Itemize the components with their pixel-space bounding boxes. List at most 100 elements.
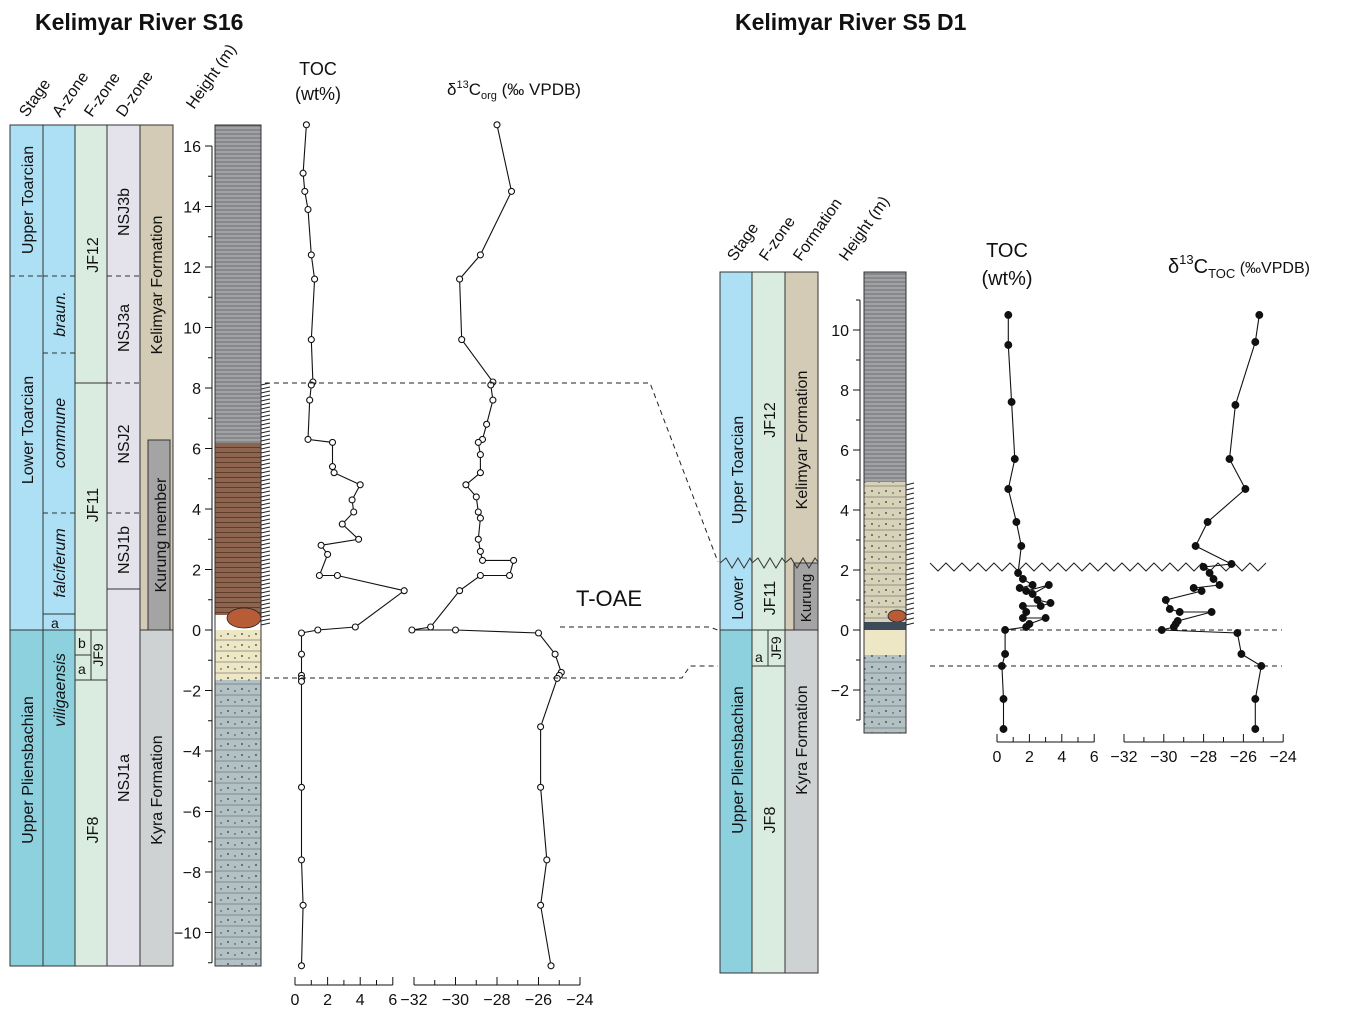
s16-azone-column: braun. commune falciferum a viligaensis	[42, 124, 76, 967]
s16-stage-lower-toarcian: Lower Toarcian	[20, 376, 37, 484]
s16-toc-point-6	[307, 336, 315, 344]
s16-height-label-0: 16	[183, 139, 201, 156]
s16-d13c-point-32	[537, 723, 545, 731]
s16-bio-tick-24	[260, 478, 271, 482]
s16-bio-tick-53	[260, 594, 271, 598]
s16-dzone-nsj3b: NSJ3b	[116, 188, 133, 236]
s5-lithology-column	[863, 271, 915, 734]
s16-toc-point-18	[355, 535, 363, 543]
s16-stage-upper-pliensbachian: Upper Pliensbachian	[20, 696, 37, 844]
s5-fzone-jf11: JF11	[762, 581, 779, 615]
s16-d13c-point-14	[472, 493, 480, 501]
s16-toc-point-22	[333, 571, 341, 580]
s16-d13c-point-1	[507, 187, 516, 195]
s5-formation-kyra-box	[784, 629, 819, 974]
s5-d13c-unit: (‰VPDB)	[1235, 260, 1310, 277]
s16-bio-tick-13	[260, 434, 271, 438]
s16-d13c-point-3	[456, 275, 464, 283]
correlation-line-toae	[560, 626, 721, 632]
s5-bio-tick-27	[905, 617, 915, 621]
s5-toc-point-7	[1014, 569, 1023, 577]
s5-d13c-point-21	[1157, 626, 1166, 634]
s16-toc-point-25	[314, 626, 322, 634]
s5-bio-tick-19	[905, 577, 915, 581]
s16-bio-tick-29	[260, 498, 271, 502]
s5-toc-point-25	[997, 662, 1006, 670]
s5-d13c-point-11	[1215, 581, 1224, 589]
s5-bio-tick-2	[905, 492, 915, 496]
s16-bio-tick-14	[260, 438, 271, 442]
s16-toc-point-21	[315, 571, 323, 580]
s16-d13c-point-15	[474, 508, 482, 516]
s5-toc-point-5	[1012, 518, 1021, 526]
s5-d13c-header: δ13CTOC (‰VPDB)	[1168, 252, 1310, 281]
s16-d13c-tick-label-1: −30	[442, 992, 469, 1009]
s16-bio-tick-36	[260, 526, 271, 530]
s16-toc-point-11	[328, 438, 337, 446]
s16-height-label-10: −4	[183, 744, 201, 761]
s16-toc-point-16	[350, 508, 358, 516]
s5-height-label-4: 2	[840, 563, 849, 580]
s5-header-stage: Stage	[724, 220, 762, 264]
s16-d13c-point-28	[551, 650, 559, 658]
s5-toc-point-13	[1028, 590, 1037, 598]
s16-height-label-5: 6	[192, 442, 201, 459]
s5-stage-toarcian-box	[719, 271, 753, 631]
s16-d13c-point-34	[543, 856, 551, 864]
s5-d13c-point-8	[1199, 563, 1208, 571]
s5-bio-tick-28	[905, 622, 915, 626]
s16-bio-tick-46	[260, 566, 271, 570]
s5-bio-tick-25	[905, 607, 915, 611]
toae-annotation: T-OAE	[576, 586, 642, 611]
s16-bio-tick-49	[260, 578, 271, 582]
s5-d13c-point-0	[1255, 311, 1264, 319]
s5-d13c-line	[1161, 314, 1262, 729]
s16-d13c-point-4	[458, 336, 466, 344]
s16-d13c-point-17	[474, 535, 482, 543]
s16-toc-point-27	[297, 650, 306, 658]
s5-toc-point-15	[1046, 599, 1055, 607]
s5-bio-tick-11	[905, 537, 915, 541]
s16-d13c-sub: org	[481, 90, 497, 102]
s16-height-label-1: 14	[183, 200, 201, 217]
s5-title: Kelimyar River S5 D1	[735, 9, 967, 35]
s5-bioturbation-ticks	[905, 482, 915, 626]
s16-toc-point-1	[299, 169, 307, 177]
s16-formation-kyra: Kyra Formation	[149, 735, 166, 844]
s5-toc-point-11	[1022, 587, 1031, 595]
s5-bio-tick-1	[905, 487, 915, 491]
s5-toc-point-18	[1022, 608, 1031, 616]
s16-azone-falciferum: falciferum	[52, 528, 69, 597]
s5-bio-tick-9	[905, 527, 915, 531]
s16-azone-viligaensis: viligaensis	[52, 653, 69, 727]
s5-toc-point-9	[1028, 581, 1037, 589]
s5-d13c-point-16	[1175, 608, 1184, 616]
s16-column-headers: Stage A-zone F-zone D-zone Height (m)	[16, 41, 240, 120]
s5-bio-tick-16	[905, 562, 915, 566]
s16-toc-line	[300, 124, 406, 966]
s5-toc-point-23	[1001, 626, 1010, 634]
s5-litho-yellow-silt	[864, 630, 906, 655]
s5-bio-tick-12	[905, 542, 915, 546]
s5-bio-tick-10	[905, 532, 915, 536]
s16-height-label-9: −2	[183, 684, 201, 701]
s5-bio-tick-14	[905, 552, 915, 556]
s16-bio-tick-43	[260, 554, 271, 558]
s5-height-label-5: 0	[840, 623, 849, 640]
s16-toc-point-31	[297, 783, 306, 791]
s16-d13c-axis: −32 −30 −28 −26 −24	[400, 977, 594, 1009]
s16-toc-header-line1: TOC	[299, 59, 337, 79]
s16-dzone-nsj2: NSJ2	[116, 424, 133, 463]
s16-fzone-jf11: JF11	[85, 488, 102, 522]
s5-stage-lower: Lower	[730, 576, 747, 620]
s5-fzone-jf9: JF9	[768, 636, 784, 660]
s5-d13c-sup: 13	[1179, 252, 1193, 267]
s16-bio-tick-12	[260, 430, 271, 434]
s16-d13c-point-13	[462, 481, 470, 489]
s5-toc-point-20	[1041, 614, 1050, 622]
s16-bio-tick-8	[260, 414, 271, 418]
s5-toc-point-3	[1010, 455, 1019, 463]
s5-bio-tick-15	[905, 557, 915, 561]
s16-bio-tick-50	[260, 582, 271, 586]
s16-height-label-8: 0	[192, 623, 201, 640]
